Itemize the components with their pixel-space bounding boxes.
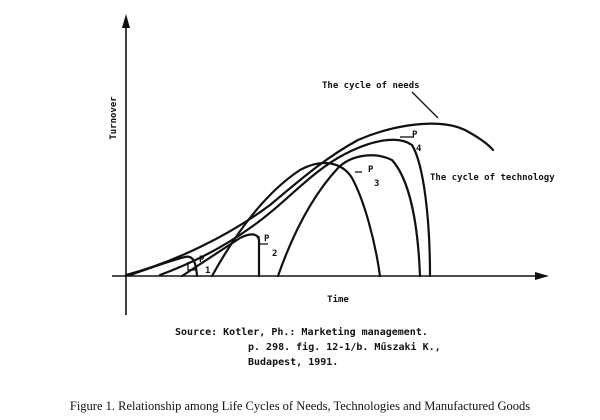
cycle-of-needs-label: The cycle of needs [322, 81, 420, 91]
source-line-1: Source: Kotler, Ph.: Marketing managemen… [175, 326, 428, 338]
cycle-of-technology-label: The cycle of technology [430, 173, 555, 183]
cycle-of-needs-curve [124, 122, 495, 277]
p1-number: 1 [205, 266, 210, 276]
p1-leader [187, 262, 197, 271]
product-cycle-2 [180, 233, 261, 278]
p3-number: 3 [374, 179, 379, 189]
p4-label: P [412, 130, 418, 140]
cycle-of-technology-curve [158, 138, 432, 278]
y-axis-arrow [122, 14, 130, 28]
source-line-2: p. 298. fig. 12-1/b. Műszaki K., [248, 341, 441, 353]
cycle-of-needs-pointer [411, 91, 439, 119]
p2-number: 2 [272, 249, 277, 259]
p2-label: P [264, 234, 270, 244]
x-axis-arrow [535, 272, 549, 280]
figure-caption: Figure 1. Relationship among Life Cycles… [70, 399, 530, 413]
p3-label: P [368, 165, 374, 175]
x-axis-label: Time [327, 294, 349, 305]
product-cycle-1 [128, 255, 199, 278]
p4-number: 4 [416, 144, 422, 154]
p2-leader [258, 236, 268, 245]
source-line-3: Budapest, 1991. [248, 357, 338, 368]
y-axis-label: Turnover [109, 96, 119, 140]
p1-label: P [199, 255, 205, 265]
product-cycle-3 [210, 162, 382, 278]
product-cycle-4 [276, 154, 422, 278]
